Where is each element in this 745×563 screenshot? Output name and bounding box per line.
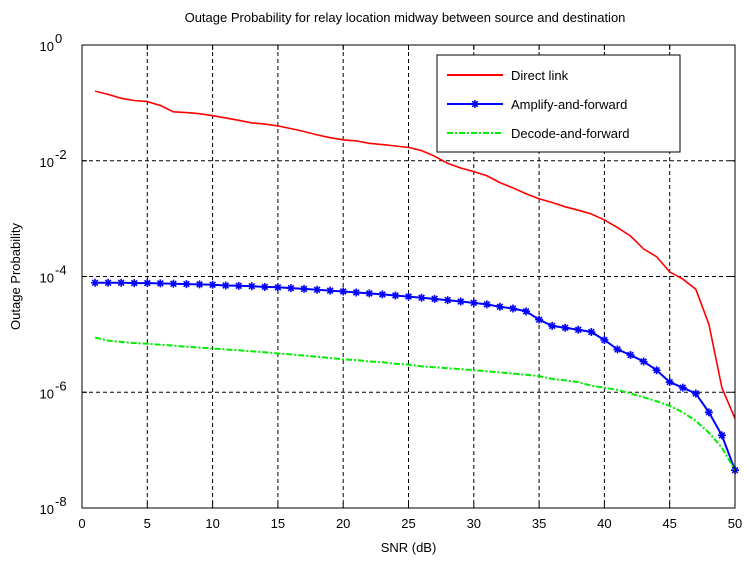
series-layer	[91, 90, 739, 475]
x-tick-label: 25	[401, 516, 415, 531]
x-tick-label: 45	[662, 516, 676, 531]
y-tick-exponent: -6	[55, 378, 67, 393]
data-point	[404, 292, 413, 301]
y-axis-label: Outage Probability	[8, 223, 23, 330]
data-point	[104, 278, 113, 287]
x-tick-label: 30	[467, 516, 481, 531]
data-point	[91, 278, 100, 287]
data-point	[600, 335, 609, 344]
series-line	[94, 90, 736, 419]
x-axis-label: SNR (dB)	[381, 540, 437, 555]
data-point	[286, 284, 295, 293]
data-point	[691, 389, 700, 398]
x-tick-label: 50	[728, 516, 742, 531]
series-direct-link	[94, 90, 736, 419]
data-point	[678, 383, 687, 392]
data-point	[352, 288, 361, 297]
data-point	[247, 282, 256, 291]
data-point	[469, 298, 478, 307]
legend-label: Decode-and-forward	[511, 126, 630, 141]
data-point	[300, 284, 309, 293]
data-point	[613, 345, 622, 354]
y-tick-exponent: -4	[55, 263, 67, 278]
data-point	[313, 285, 322, 294]
data-point	[665, 378, 674, 387]
data-point	[143, 279, 152, 288]
data-point	[482, 300, 491, 309]
x-tick-label: 15	[271, 516, 285, 531]
x-tick-label: 20	[336, 516, 350, 531]
x-tick-label: 10	[205, 516, 219, 531]
y-tick-exponent: 0	[55, 31, 62, 46]
x-tick-label: 40	[597, 516, 611, 531]
series-amplify-and-forward	[91, 278, 739, 475]
data-point	[339, 287, 348, 296]
data-point	[208, 280, 217, 289]
data-point	[548, 321, 557, 330]
data-point	[508, 304, 517, 313]
data-point	[443, 296, 452, 305]
data-point	[574, 325, 583, 334]
data-point	[561, 323, 570, 332]
data-point	[522, 307, 531, 316]
y-tick-label: 10	[40, 271, 54, 286]
y-tick-label: 10	[40, 386, 54, 401]
data-point	[130, 279, 139, 288]
data-point	[221, 281, 230, 290]
x-tick-label: 0	[78, 516, 85, 531]
data-point	[391, 291, 400, 300]
data-point	[234, 281, 243, 290]
data-point	[652, 366, 661, 375]
data-point	[156, 279, 165, 288]
x-tick-label: 5	[144, 516, 151, 531]
data-point	[417, 293, 426, 302]
y-tick-label: 10	[40, 39, 54, 54]
data-point	[182, 280, 191, 289]
data-point	[626, 351, 635, 360]
legend: Direct link Amplify-and-forward Decode-and…	[436, 54, 681, 153]
legend-label: Direct link	[511, 68, 569, 83]
series-decode-and-forward	[94, 336, 736, 471]
y-tick-exponent: -8	[55, 494, 67, 509]
data-point	[378, 290, 387, 299]
data-point	[273, 283, 282, 292]
legend-marker	[471, 100, 479, 108]
data-point	[430, 294, 439, 303]
data-point	[260, 282, 269, 291]
y-tick-label: 10	[40, 155, 54, 170]
data-point	[535, 315, 544, 324]
y-tick-exponent: -2	[55, 147, 67, 162]
data-point	[169, 279, 178, 288]
data-point	[365, 289, 374, 298]
data-point	[704, 408, 713, 417]
data-point	[326, 286, 335, 295]
data-point	[495, 302, 504, 311]
data-point	[195, 280, 204, 289]
y-tick-label: 10	[40, 502, 54, 517]
data-point	[117, 278, 126, 287]
legend-label: Amplify-and-forward	[511, 97, 627, 112]
data-point	[639, 357, 648, 366]
series-line	[94, 336, 736, 471]
x-axis: 0 5 10 15 20 25 30 35 40 45 50	[78, 45, 742, 531]
data-point	[587, 327, 596, 336]
data-point	[456, 297, 465, 306]
data-point	[717, 431, 726, 440]
x-tick-label: 35	[532, 516, 546, 531]
chart-title: Outage Probability for relay location mi…	[185, 10, 626, 25]
